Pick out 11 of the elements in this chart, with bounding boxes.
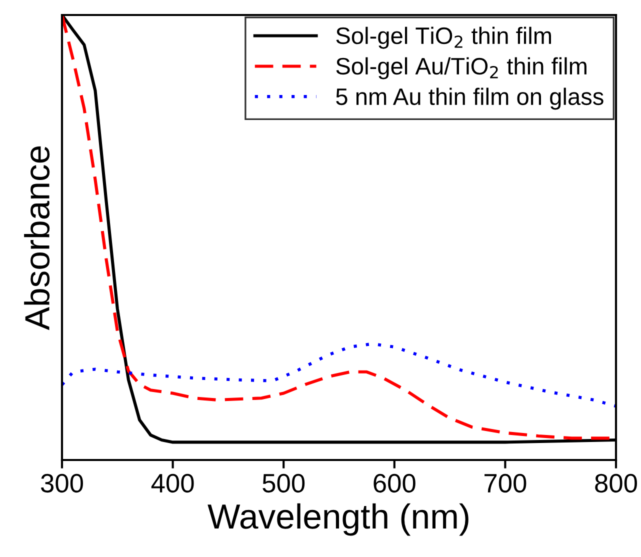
- x-axis-title: Wavelength (nm): [208, 503, 468, 536]
- x-tick-label: 800: [595, 474, 637, 493]
- legend-label: Sol-gel TiO$_{2}$ thin film: [336, 26, 551, 49]
- x-tick-label: 400: [151, 474, 194, 493]
- legend-label: 5 nm Au thin film on glass: [336, 88, 604, 110]
- x-tick-label: 300: [40, 474, 83, 493]
- x-tick-label: 500: [262, 474, 305, 493]
- y-axis-title: Absorbance: [24, 146, 50, 330]
- legend-label: Sol-gel Au/TiO$_{2}$ thin film: [336, 57, 586, 80]
- x-tick-label: 600: [374, 474, 416, 493]
- x-tick-label: 700: [484, 474, 526, 493]
